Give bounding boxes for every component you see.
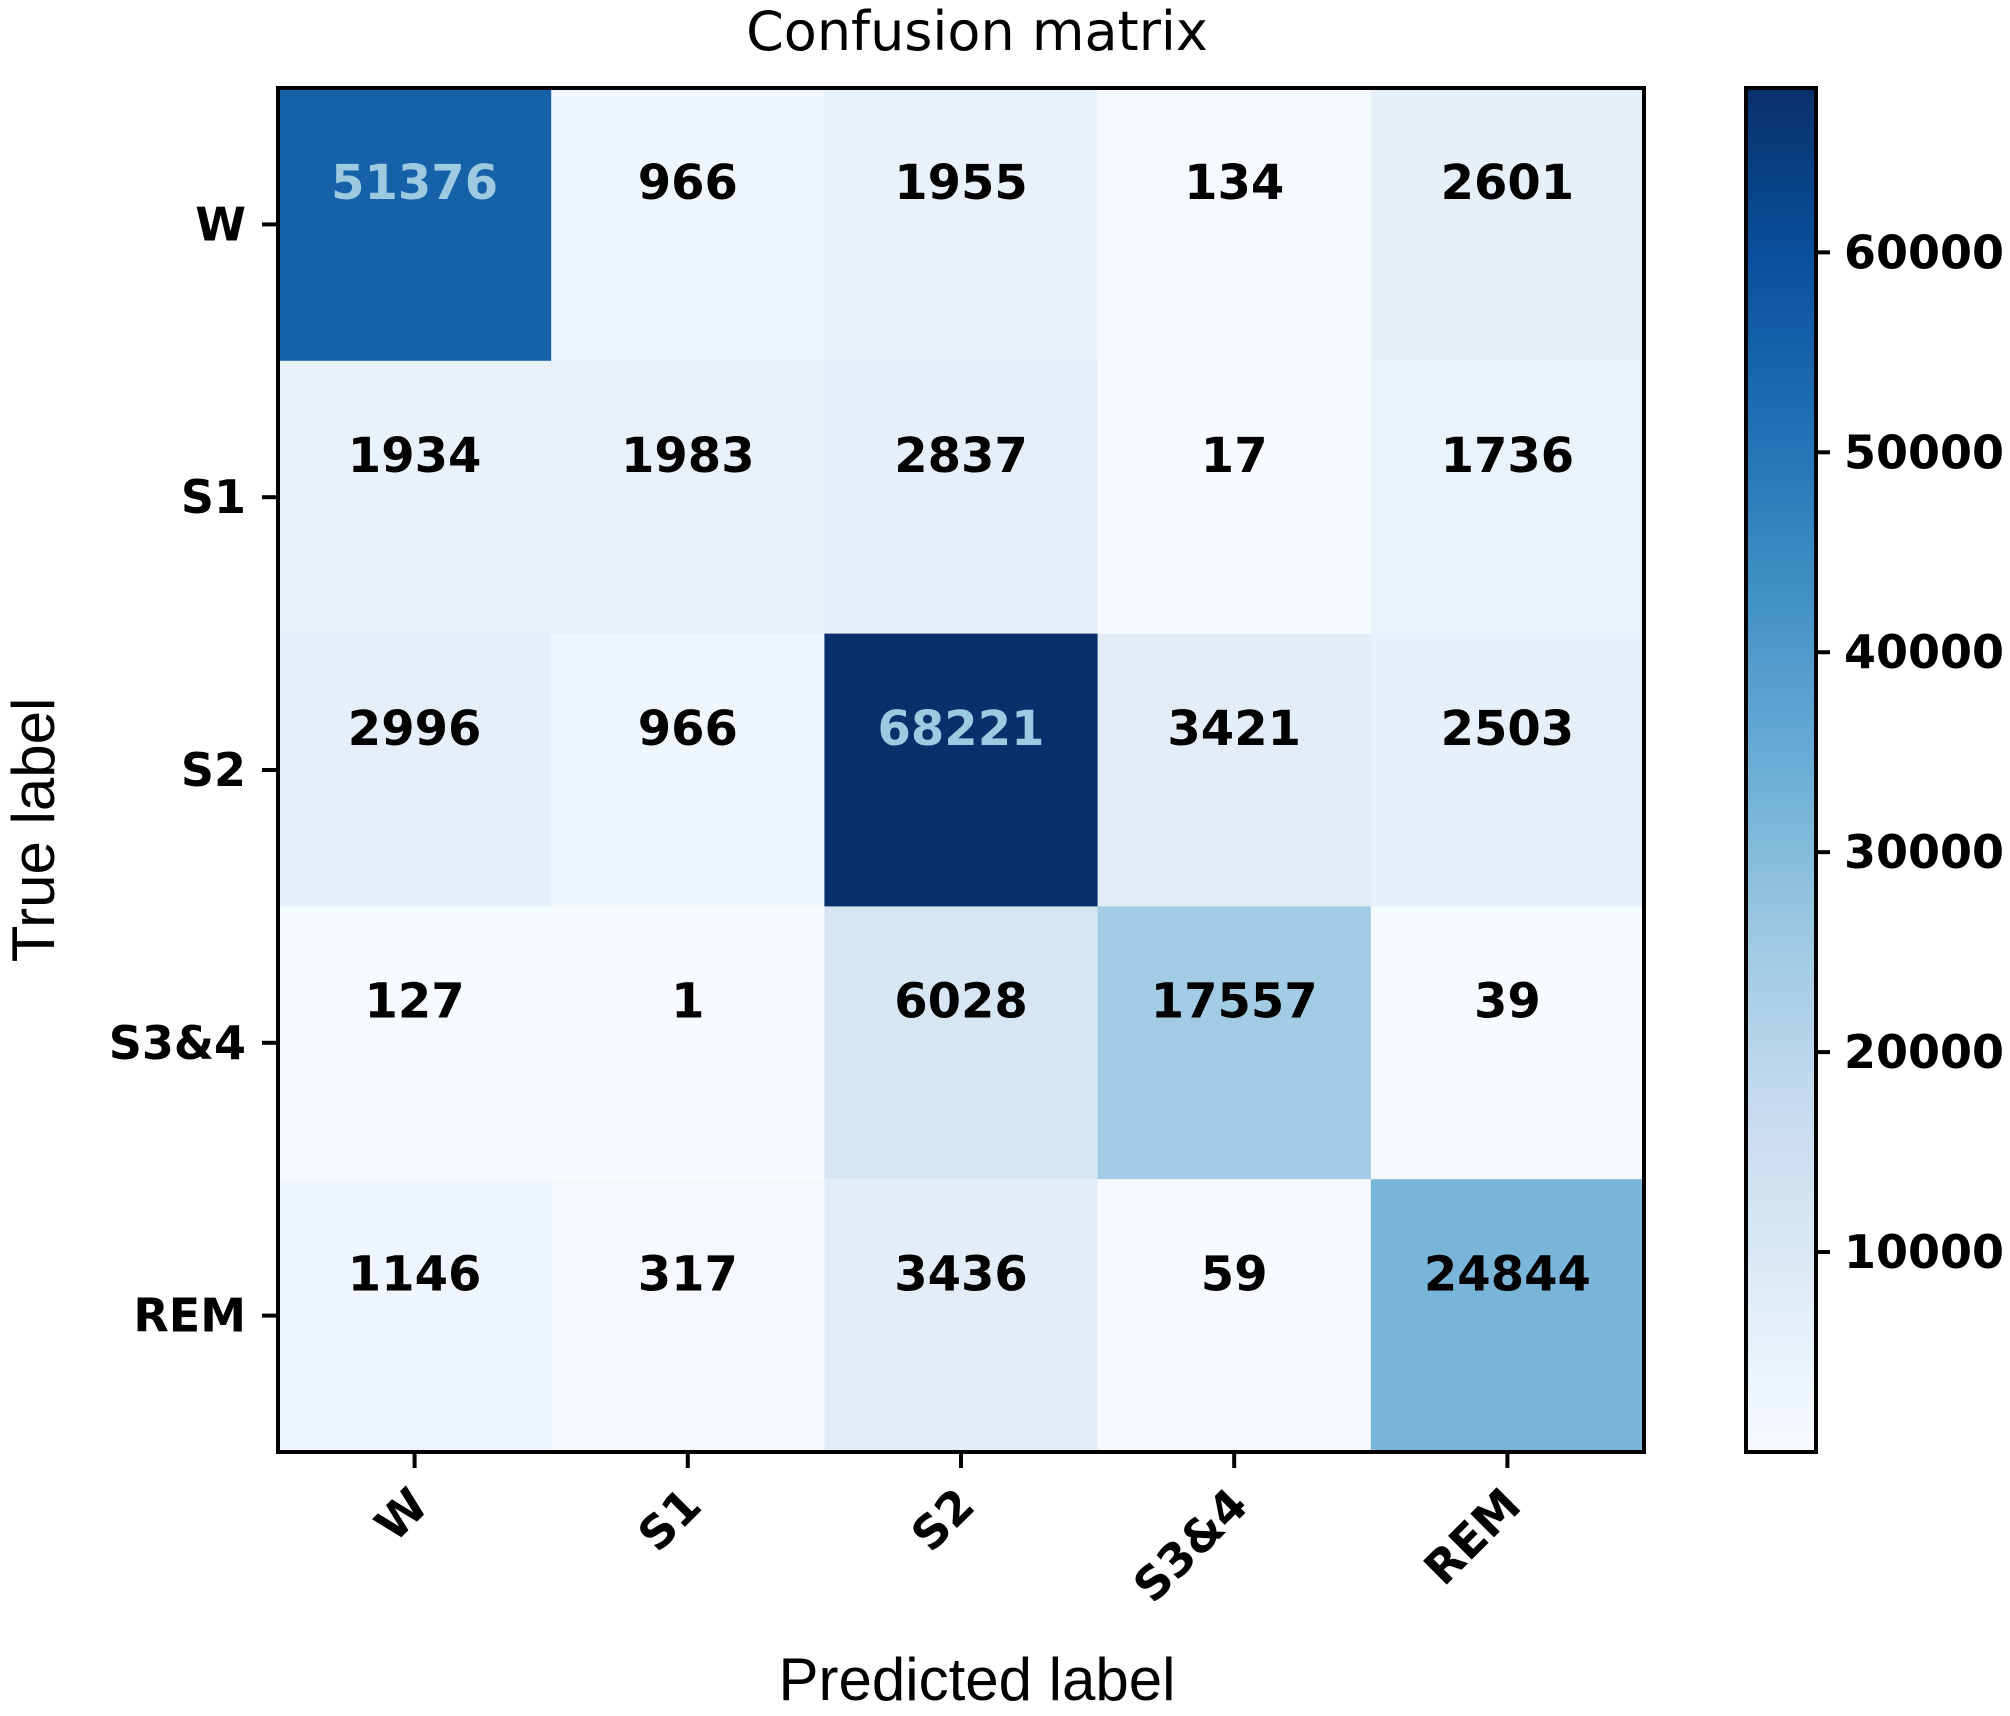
y-axis-label: True label <box>0 698 67 963</box>
cell-value-label: 966 <box>638 155 738 211</box>
cell-value-label: 51376 <box>331 155 498 211</box>
heatmap-cell <box>551 88 825 362</box>
x-tick-label: S2 <box>901 1478 985 1562</box>
cell-value-label: 1736 <box>1441 428 1575 484</box>
heatmap-cell <box>824 1179 1099 1453</box>
heatmap-cell <box>551 1179 825 1453</box>
x-axis-label: Predicted label <box>779 1646 1176 1713</box>
cell-value-label: 127 <box>364 974 464 1030</box>
heatmap-cell-labels: 51376 966 1955 134 2601 1934 1983 2837 17 1736 299… <box>331 155 1591 1302</box>
x-axis-ticks: W S1 S2 S3&4 REM <box>364 1452 1531 1613</box>
cell-value-label: 1955 <box>894 155 1028 211</box>
cell-value-label: 1 <box>671 974 704 1030</box>
heatmap-cell <box>1097 633 1372 907</box>
cell-value-label: 1983 <box>621 428 755 484</box>
colorbar-tick-label: 20000 <box>1844 1025 2004 1079</box>
cell-value-label: 3436 <box>894 1246 1028 1302</box>
y-tick-label: W <box>195 197 246 251</box>
heatmap-cells <box>278 88 1645 1453</box>
heatmap-cell <box>551 360 825 635</box>
cell-value-label: 134 <box>1184 155 1284 211</box>
heatmap-cell <box>824 906 1099 1180</box>
cell-value-label: 2837 <box>894 428 1028 484</box>
heatmap-cell <box>824 360 1099 635</box>
cell-value-label: 1934 <box>348 428 482 484</box>
chart-title: Confusion matrix <box>746 0 1208 63</box>
cell-value-label: 24844 <box>1424 1246 1591 1302</box>
heatmap-cell <box>1370 633 1645 907</box>
cell-value-label: 966 <box>638 701 738 757</box>
cell-value-label: 2503 <box>1441 701 1575 757</box>
y-tick-label: S3&4 <box>109 1016 246 1070</box>
colorbar-tick-label: 60000 <box>1844 225 2004 279</box>
x-tick-label: S3&4 <box>1123 1478 1258 1613</box>
heatmap-cell <box>278 633 552 907</box>
x-tick-label: W <box>364 1478 438 1552</box>
cell-value-label: 1146 <box>348 1246 482 1302</box>
colorbar-ticks: 10000 20000 30000 40000 50000 60000 <box>1816 225 2004 1279</box>
heatmap-cell <box>1097 1179 1372 1453</box>
colorbar-tick-label: 50000 <box>1844 425 2004 479</box>
heatmap-cell <box>1370 1179 1645 1453</box>
heatmap-cell <box>278 1179 552 1453</box>
y-tick-label: REM <box>133 1289 246 1343</box>
heatmap-cell <box>1097 88 1372 362</box>
heatmap-cell <box>551 633 825 907</box>
heatmap-cell <box>278 360 552 635</box>
cell-value-label: 3421 <box>1167 701 1301 757</box>
heatmap-cell <box>824 633 1099 907</box>
heatmap-cell <box>1370 88 1645 362</box>
y-axis-ticks: W S1 S2 S3&4 REM <box>109 197 278 1343</box>
cell-value-label: 317 <box>638 1246 738 1302</box>
x-tick-label: S1 <box>627 1478 711 1562</box>
cell-value-label: 17557 <box>1151 974 1318 1030</box>
heatmap-cell <box>1370 360 1645 635</box>
cell-value-label: 2996 <box>348 701 482 757</box>
y-tick-label: S1 <box>181 470 246 524</box>
heatmap-cell <box>278 906 552 1180</box>
y-tick-label: S2 <box>181 743 246 797</box>
cell-value-label: 17 <box>1201 428 1268 484</box>
colorbar-tick-label: 10000 <box>1844 1225 2004 1279</box>
cell-value-label: 39 <box>1474 974 1541 1030</box>
heatmap-cell <box>551 906 825 1180</box>
cell-value-label: 68221 <box>878 701 1045 757</box>
heatmap-cell <box>278 88 552 362</box>
cell-value-label: 2601 <box>1441 155 1575 211</box>
heatmap-cell <box>1097 360 1372 635</box>
heatmap-cell <box>1370 906 1645 1180</box>
heatmap-cell <box>824 88 1099 362</box>
heatmap-cell <box>1097 906 1372 1180</box>
x-tick-label: REM <box>1413 1478 1531 1596</box>
cell-value-label: 59 <box>1201 1246 1268 1302</box>
colorbar <box>1744 86 1818 1454</box>
cell-value-label: 6028 <box>894 974 1028 1030</box>
colorbar-tick-label: 30000 <box>1844 825 2004 879</box>
colorbar-tick-label: 40000 <box>1844 625 2004 679</box>
